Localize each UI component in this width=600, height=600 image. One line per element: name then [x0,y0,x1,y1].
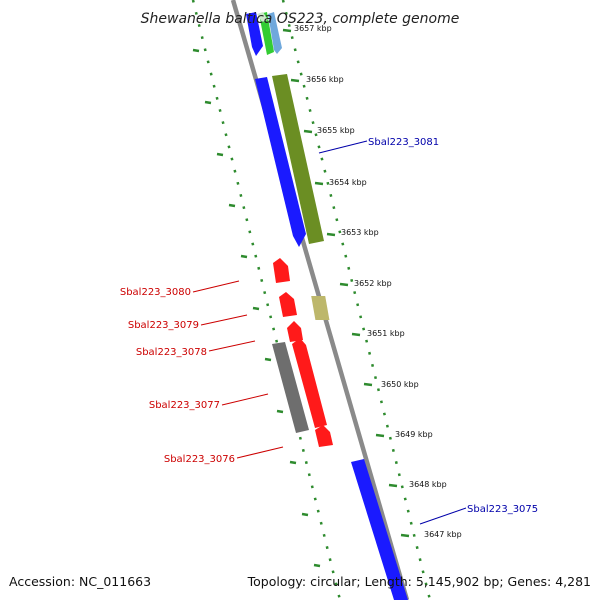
gene-feature-top-blue[interactable] [246,12,263,56]
kbp-label: 3657 kbp [294,24,332,33]
gene-feature-3079b[interactable] [279,292,297,317]
gene-label-sbal223-3078[interactable]: Sbal223_3078 [136,347,207,358]
gene-feature-3075[interactable] [351,459,408,600]
kbp-label: 3651 kbp [367,329,405,338]
kbp-label: 3648 kbp [409,480,447,489]
inner-major-ticks [192,48,321,568]
gene-feature-3080[interactable] [273,258,290,283]
topology-text: Topology: circular; Length: 5,145,902 bp… [247,574,591,589]
gene-feature-top-pale [257,12,268,22]
gene-feature-top-lightblue[interactable] [268,12,282,54]
kbp-label: 3650 kbp [381,380,419,389]
gene-feature-top-green[interactable] [259,12,274,55]
gene-feature-3078[interactable] [287,321,303,342]
inner-tick-ring [191,0,342,600]
gene-feature-olive[interactable] [272,74,324,244]
accession-text: Accession: NC_011663 [9,574,151,589]
kbp-label: 3654 kbp [329,178,367,187]
gene-feature-3077[interactable] [292,338,327,428]
genome-title: Shewanella baltica OS223, complete genom… [141,11,460,27]
gene-label-sbal223-3076[interactable]: Sbal223_3076 [164,454,235,465]
kbp-label: 3656 kbp [306,75,344,84]
major-ticks [282,28,410,538]
gene-label-sbal223-3079[interactable]: Sbal223_3079 [128,320,199,331]
gene-label-sbal223-3081[interactable]: Sbal223_3081 [368,137,439,148]
kbp-labels: 3657 kbp 3656 kbp 3655 kbp 3654 kbp 3653… [294,24,462,539]
kbp-label: 3653 kbp [341,228,379,237]
kbp-label: 3655 kbp [317,126,355,135]
gene-label-sbal223-3075[interactable]: Sbal223_3075 [467,504,538,515]
kbp-label: 3649 kbp [395,430,433,439]
gene-feature-blue-long[interactable] [255,77,306,247]
kbp-label: 3647 kbp [424,530,462,539]
gene-feature-3077-gray[interactable] [272,342,309,433]
gene-feature-3076[interactable] [315,425,333,447]
leader-lines [192,140,467,525]
kbp-label: 3652 kbp [354,279,392,288]
gene-label-sbal223-3080[interactable]: Sbal223_3080 [120,287,191,298]
gene-label-sbal223-3077[interactable]: Sbal223_3077 [149,400,220,411]
outer-tick-ring [281,0,432,600]
gene-feature-3079[interactable] [311,296,330,320]
